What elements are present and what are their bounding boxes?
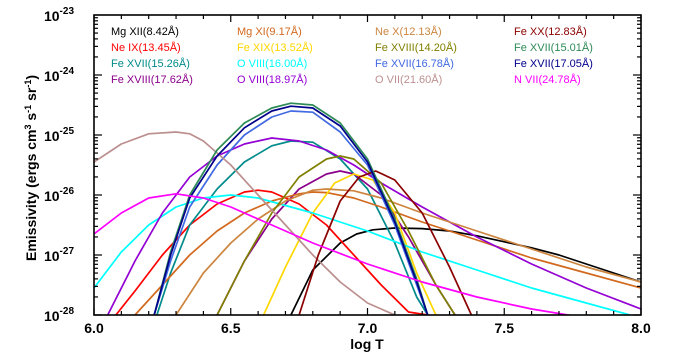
series-line-8 xyxy=(175,188,641,315)
y-tick-label: 10-24 xyxy=(44,66,74,84)
legend-item-2: Fe XVII(15.26Å) xyxy=(111,57,190,70)
legend-item-8: Ne X(12.13Å) xyxy=(375,25,442,38)
legend-item-14: Fe XVII(17.05Å) xyxy=(514,57,593,70)
y-tick-label: 10-23 xyxy=(44,6,74,24)
series-line-14 xyxy=(153,105,429,315)
x-tick-label: 7.0 xyxy=(358,320,378,336)
legend-item-6: O VIII(16.00Å) xyxy=(237,57,307,70)
legend-item-7: O VIII(18.97Å) xyxy=(237,73,307,86)
y-tick-label: 10-27 xyxy=(44,246,74,264)
legend-item-1: Ne IX(13.45Å) xyxy=(111,41,181,54)
legend-item-0: Mg XII(8.42Å) xyxy=(111,25,179,38)
series-layer xyxy=(94,102,641,315)
series-line-4 xyxy=(134,191,641,315)
series-line-5 xyxy=(262,173,437,315)
x-tick-label: 8.0 xyxy=(631,320,651,336)
legend-item-12: Fe XX(12.83Å) xyxy=(514,25,587,38)
legend-item-10: Fe XVII(16.78Å) xyxy=(375,57,454,70)
y-tick-label: 10-26 xyxy=(44,186,74,204)
y-axis-title: Emissivity (ergs cm3 s-1 sr-1) xyxy=(23,75,39,261)
series-line-13 xyxy=(153,102,429,315)
series-line-12 xyxy=(298,170,473,315)
series-line-2 xyxy=(156,140,429,315)
legend: Mg XII(8.42Å) Ne IX(13.45Å) Fe XVII(15.26Å… xyxy=(111,25,593,86)
series-line-7 xyxy=(106,137,641,315)
series-line-3 xyxy=(216,170,456,315)
series-line-9 xyxy=(216,155,456,315)
tick-layer: 6.0 6.5 7.0 7.5 8.0 10-28 10-27 10-26 10-25 10-24… xyxy=(44,6,651,336)
legend-item-9: Fe XVIII(14.20Å) xyxy=(375,41,457,54)
x-tick-label: 6.0 xyxy=(84,320,104,336)
y-tick-label: 10-28 xyxy=(44,306,74,324)
legend-item-3: Fe XVIII(17.62Å) xyxy=(111,73,193,86)
series-line-1 xyxy=(115,189,428,315)
legend-item-5: Fe XIX(13.52Å) xyxy=(237,41,313,54)
series-line-11 xyxy=(94,131,396,315)
series-line-15 xyxy=(94,192,574,315)
legend-item-4: Mg XI(9.17Å) xyxy=(237,25,302,38)
legend-item-15: N VII(24.78Å) xyxy=(514,73,581,86)
series-line-6 xyxy=(94,194,634,315)
legend-item-11: O VII(21.60Å) xyxy=(375,73,442,86)
series-line-10 xyxy=(153,110,429,315)
y-tick-label: 10-25 xyxy=(44,126,74,144)
x-axis-title: log T xyxy=(350,336,384,352)
x-tick-label: 6.5 xyxy=(221,320,241,336)
x-tick-label: 7.5 xyxy=(495,320,515,336)
legend-item-13: Fe XVII(15.01Å) xyxy=(514,41,593,54)
